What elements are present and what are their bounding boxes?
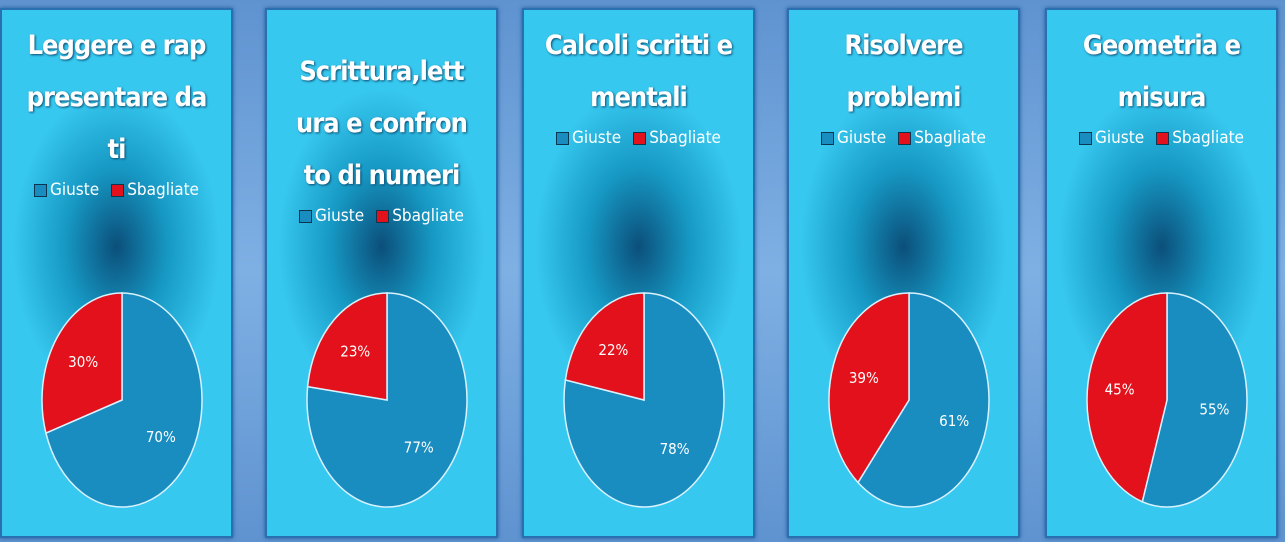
chart-title: Leggere e rappresentare dati: [26, 30, 208, 165]
legend-item: Giuste: [299, 206, 364, 226]
legend-item: Giuste: [1079, 128, 1144, 148]
pie-slice: [828, 292, 910, 484]
pie-slice: [1141, 292, 1248, 508]
legend-item: Sbagliate: [633, 128, 721, 148]
pie-slice: [564, 292, 645, 401]
chart-title: Scrittura,lettura e confronto di numeri: [296, 56, 468, 191]
pie-chart: 70% 30%: [41, 292, 203, 508]
data-label: 30%: [68, 353, 98, 371]
chart-panel: Scrittura,lettura e confronto di numeri G…: [265, 8, 498, 538]
legend: Giuste Sbagliate: [524, 128, 753, 148]
legend-label: Sbagliate: [649, 128, 721, 148]
legend: Giuste Sbagliate: [1047, 128, 1276, 148]
pie-slice: [306, 292, 388, 401]
legend-swatch: [1156, 131, 1170, 145]
data-label: 23%: [340, 342, 370, 360]
legend-label: Giuste: [572, 128, 622, 148]
legend-label: Giuste: [837, 128, 887, 148]
data-label: 22%: [598, 341, 628, 359]
pie-chart: 77% 23%: [306, 292, 468, 508]
pie-slice: [857, 292, 990, 508]
legend-label: Sbagliate: [914, 128, 986, 148]
chart-panel: Leggere e rappresentare dati Giuste Sbagli…: [0, 8, 233, 538]
legend-label: Giuste: [1095, 128, 1145, 148]
legend-label: Sbagliate: [392, 206, 464, 226]
legend-swatch: [1079, 131, 1092, 145]
legend-swatch: [376, 209, 390, 223]
legend-item: Sbagliate: [898, 128, 986, 148]
pie-chart: 78% 22%: [563, 292, 725, 508]
legend-label: Sbagliate: [1172, 128, 1244, 148]
legend-label: Sbagliate: [127, 180, 199, 200]
legend: Giuste Sbagliate: [267, 206, 496, 226]
pie-slice: [41, 292, 123, 435]
chart-panel: Risolvere problemi Giuste Sbagliate 61% 39%: [787, 8, 1020, 538]
data-label: 77%: [404, 439, 434, 457]
data-label: 61%: [939, 412, 969, 430]
legend-label: Giuste: [50, 180, 100, 200]
pie-slice: [1086, 292, 1168, 503]
legend-item: Giuste: [821, 128, 886, 148]
data-label: 78%: [660, 440, 690, 458]
data-label: 45%: [1105, 380, 1135, 398]
legend-item: Sbagliate: [376, 206, 464, 226]
legend-label: Giuste: [315, 206, 365, 226]
pie-slice: [45, 292, 203, 508]
legend: Giuste Sbagliate: [789, 128, 1018, 148]
legend-item: Sbagliate: [111, 180, 199, 200]
data-label: 55%: [1199, 401, 1229, 419]
pie-chart: 55% 45%: [1086, 292, 1248, 508]
legend-swatch: [633, 131, 647, 145]
data-label: 39%: [849, 369, 879, 387]
chart-title: Geometria e misura: [1082, 30, 1241, 113]
legend-item: Giuste: [556, 128, 621, 148]
data-label: 70%: [146, 428, 176, 446]
legend-swatch: [898, 131, 912, 145]
legend-item: Giuste: [34, 180, 99, 200]
pie-chart: 61% 39%: [828, 292, 990, 508]
chart-title: Risolvere problemi: [844, 30, 963, 113]
legend-swatch: [821, 131, 834, 145]
legend-swatch: [299, 209, 312, 223]
legend: Giuste Sbagliate: [2, 180, 231, 200]
legend-swatch: [556, 131, 569, 145]
chart-title: Calcoli scritti e mentali: [544, 30, 733, 113]
chart-panel: Geometria e misura Giuste Sbagliate 55% 45%: [1045, 8, 1278, 538]
chart-panel: Calcoli scritti e mentali Giuste Sbagliate…: [522, 8, 755, 538]
legend-swatch: [111, 183, 125, 197]
legend-swatch: [34, 183, 47, 197]
legend-item: Sbagliate: [1156, 128, 1244, 148]
